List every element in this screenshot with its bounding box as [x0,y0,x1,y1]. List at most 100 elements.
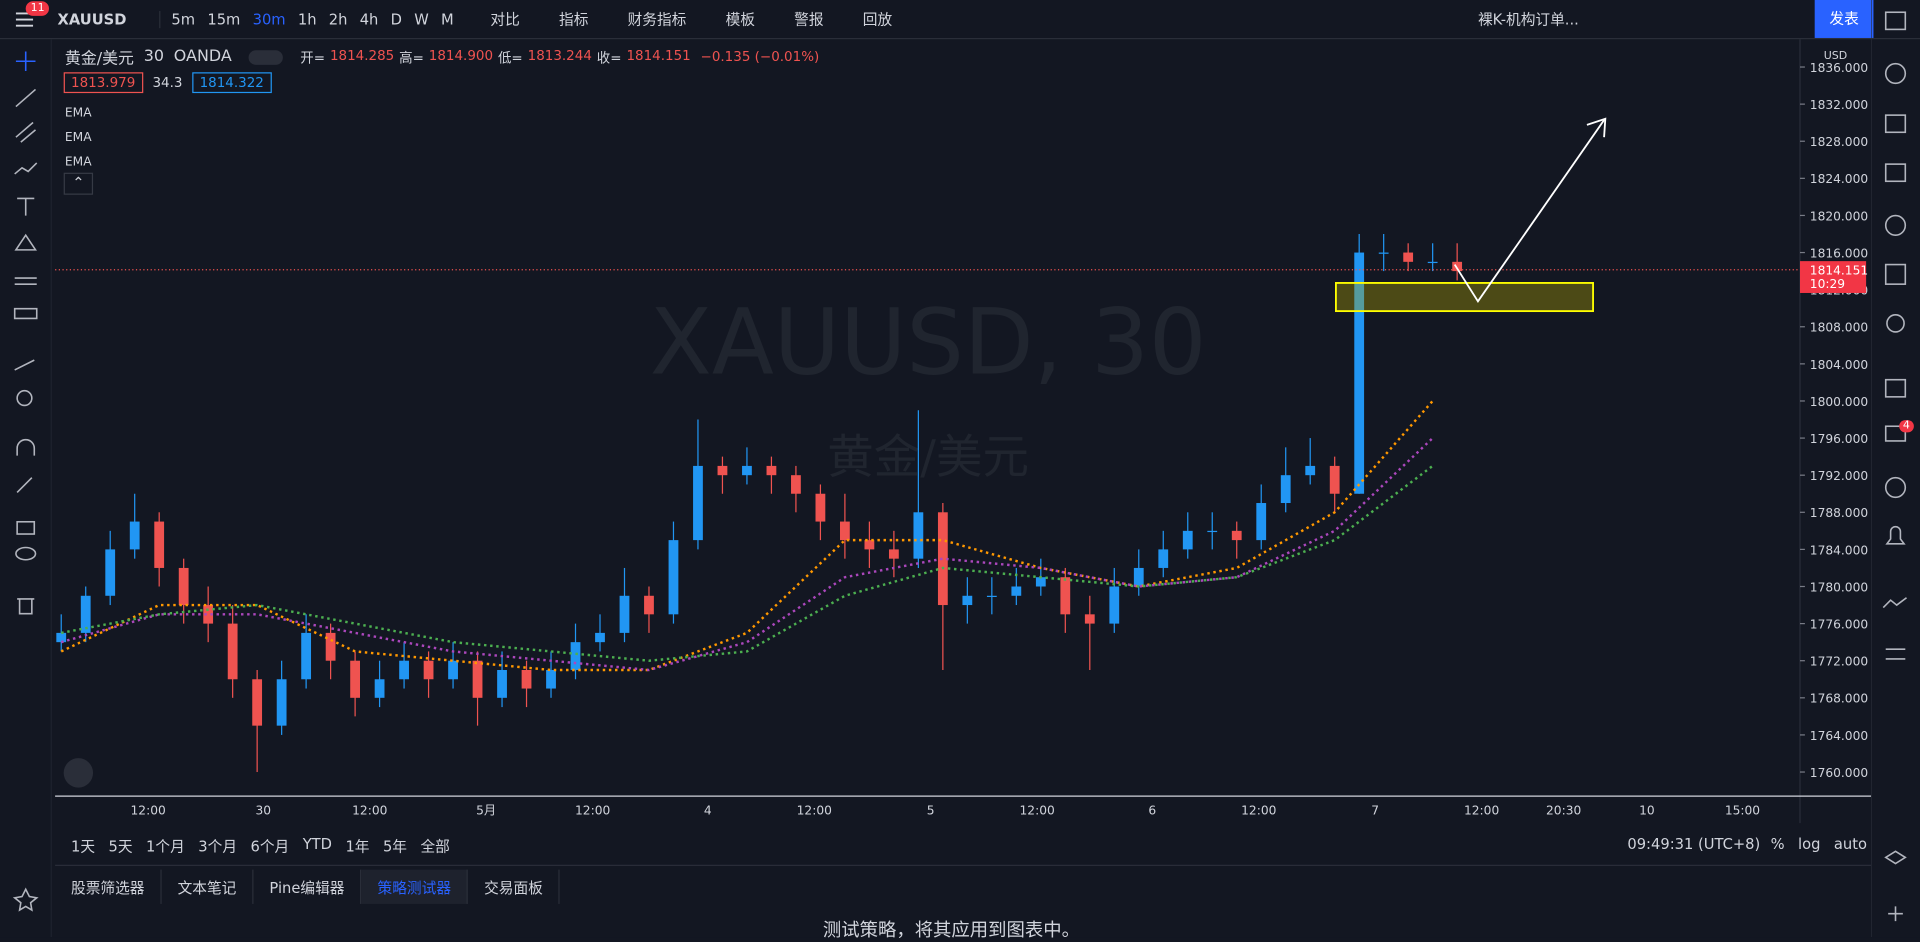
ohlc: 开= 1814.285 高= 1814.900 低= 1813.244 收= 1814.151 [300,47,690,67]
range-button[interactable]: 5年 [382,837,408,855]
scale-option[interactable]: % [1770,835,1785,853]
price-tick-label: 1788.000 [1810,506,1868,520]
price-tick-label: 1816.000 [1810,246,1868,260]
candle-body [644,595,654,615]
menu-button[interactable]: 11 [0,0,51,38]
interval-button[interactable]: W [414,10,429,28]
price-tick-label: 1776.000 [1810,618,1868,632]
range-button[interactable]: 6个月 [250,837,290,855]
ema-line [60,464,1434,662]
spread: 34.3 [152,74,183,91]
ema-line [60,400,1434,672]
tool-button[interactable]: 警报 [794,11,824,29]
legend-name: 黄金/美元 [64,50,134,69]
candle-body [1452,261,1463,272]
interval-button[interactable]: M [440,10,454,28]
interval-button[interactable]: 15m [207,10,241,28]
price-tick-label: 1796.000 [1810,432,1868,446]
range-button[interactable]: 1年 [345,837,370,855]
panel-tab[interactable]: 策略测试器 [361,869,469,904]
candle-body [815,493,826,522]
ask: 1814.322 [192,72,272,94]
range-button[interactable]: 5天 [108,837,133,855]
candle-body [888,549,899,559]
candle-body [56,632,67,643]
tool-button[interactable]: 回放 [862,11,893,29]
range-button[interactable]: 3个月 [198,837,238,855]
panel-tab[interactable]: Pine编辑器 [254,869,362,904]
indicator-name: EMA [64,131,92,145]
candle-body [1035,577,1046,587]
price-tick-label: 1836.000 [1810,61,1868,75]
tool-button[interactable]: 指标 [558,11,589,29]
price-tick-label: 1792.000 [1810,469,1868,483]
interval-button[interactable]: 4h [359,10,379,28]
time-label: 5月 [476,804,496,818]
tool-button[interactable]: 对比 [490,11,520,29]
left-toolbar [12,39,52,938]
tool-button[interactable]: 模板 [725,11,755,29]
legend-source: OANDA [173,47,232,67]
tool-group: 对比 指标 财务指标 模板 警报 回放 [484,9,898,30]
collapse-button[interactable]: ⌃ [63,172,94,195]
interval-button[interactable]: 1h [297,10,317,28]
price-tick-label: 1804.000 [1810,358,1868,372]
range-button[interactable]: 1天 [71,837,96,855]
interval-button[interactable]: 30m [252,10,286,28]
ohlc-value: 1814.285 [329,47,395,64]
panel-tab[interactable]: 交易面板 [468,869,561,904]
candle-body [717,465,728,476]
candle-body [668,540,679,615]
interval-button[interactable]: D [390,10,402,28]
price-tick-label: 1772.000 [1810,655,1868,669]
candle-body [178,567,189,606]
panel-tab[interactable]: 文本笔记 [162,869,254,904]
candle-body [619,595,630,633]
layout-name[interactable]: 裸K-机构订单... [1477,11,1579,29]
time-label: 20:30 [1546,804,1581,818]
time-label: 7 [1371,804,1379,818]
publish-button[interactable]: 发表 [1814,0,1874,38]
countdown: 10:29 [1810,277,1845,291]
candle-body [129,521,140,550]
right-sidebar [1871,0,1908,938]
symbol[interactable]: XAUUSD [57,10,127,28]
candle-body [1084,614,1095,624]
indicator-name: EMA [64,106,92,121]
panel-divider [55,864,1872,866]
scale-option[interactable]: auto [1833,835,1868,853]
range-button[interactable]: YTD [302,835,332,853]
time-label: 4 [704,804,712,818]
interval-button[interactable]: 2h [328,10,348,28]
currency-label: USD [1824,49,1848,62]
time-label: 12:00 [1464,804,1499,818]
last-price-label: 1814.151 [1810,264,1868,278]
price-tick-label: 1828.000 [1810,135,1868,149]
candle-body [1109,586,1120,624]
quote-row: 1813.979 34.3 1814.322 [63,72,272,94]
candle-body [864,540,875,550]
candle-body [80,595,91,633]
interval-button[interactable]: 5m [171,10,196,28]
candle-body [1060,577,1071,615]
ohlc-label: 高= [399,49,424,66]
panel-tab[interactable]: 股票筛选器 [55,869,162,904]
ohlc-label: 开= [300,49,326,66]
candle-body [105,549,116,596]
range-button[interactable]: 1个月 [146,837,185,855]
candle-body [766,465,777,476]
range-bar: 1天 5天 1个月 3个月 6个月 YTD 1年 5年 全部 [71,835,450,856]
candle-body [570,642,581,670]
range-button[interactable]: 全部 [420,837,450,855]
candle-body [913,512,924,559]
candle-body [521,669,532,689]
tool-button[interactable]: 财务指标 [627,11,687,29]
ema-line [60,437,1434,672]
candle-body [472,660,483,698]
bid: 1813.979 [63,72,143,94]
scale-option[interactable]: log [1798,835,1821,853]
candle-body [1403,252,1414,262]
time-label: 12:00 [352,804,387,818]
candle-body [1354,252,1365,494]
